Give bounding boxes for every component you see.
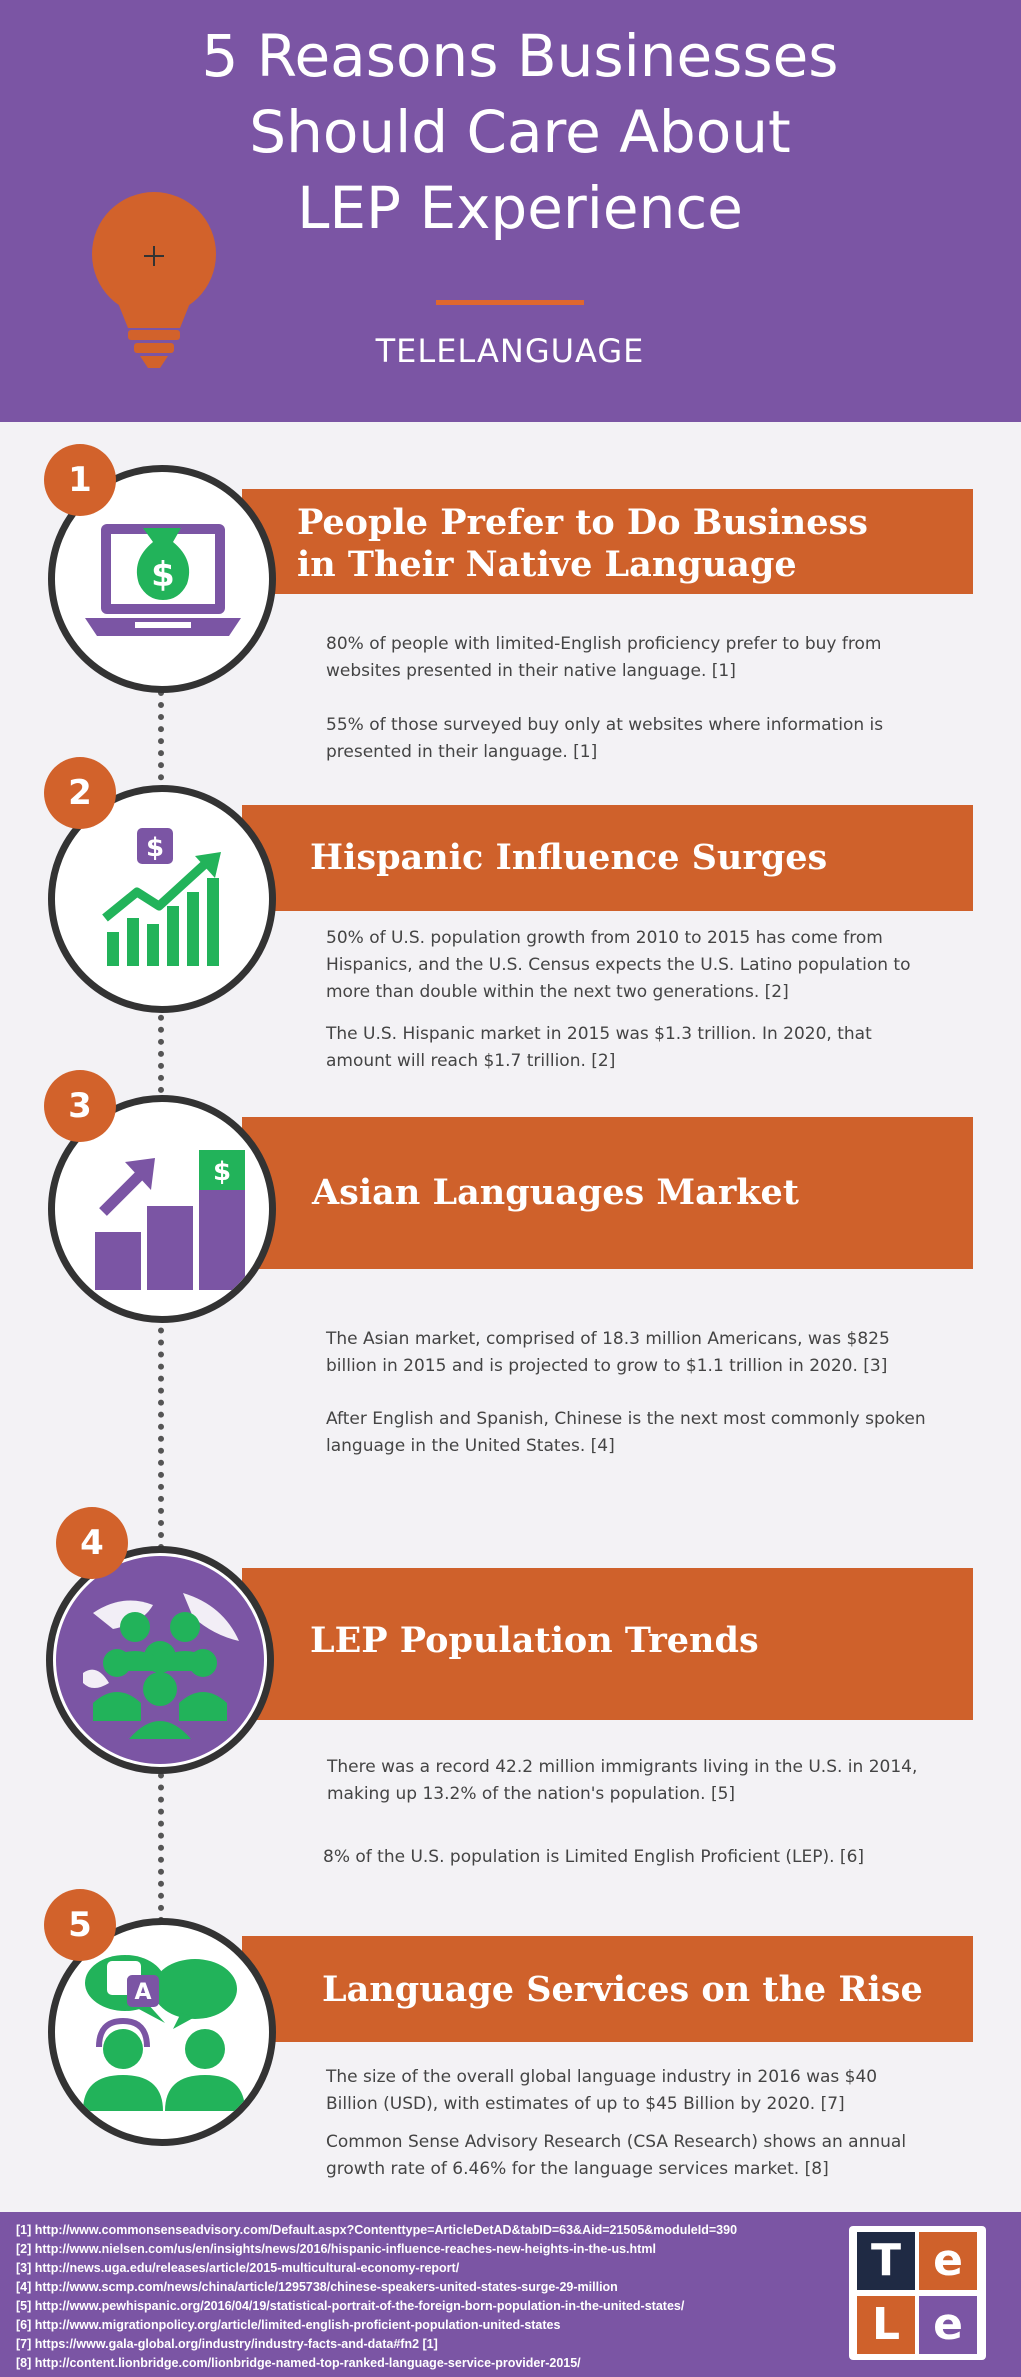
reference-link[interactable]: [1] http://www.commonsenseadvisory.com/D…: [16, 2223, 738, 2237]
section-number-5: 5: [44, 1889, 116, 1961]
section-3-paragraph: The Asian market, comprised of 18.3 mill…: [326, 1329, 890, 1376]
logo-letter: T: [857, 2232, 915, 2290]
logo-letter: L: [857, 2296, 915, 2354]
section-banner-5: [242, 1936, 973, 2042]
bar-growth-icon: $: [95, 1150, 245, 1290]
section-title-line: People Prefer to Do Business: [297, 502, 868, 543]
interpreter-icon: A: [83, 1955, 245, 2111]
laptop-money-icon: $: [85, 524, 241, 636]
reference-link[interactable]: [2] http://www.nielsen.com/us/en/insight…: [16, 2242, 656, 2256]
reference-link[interactable]: [3] http://news.uga.edu/releases/article…: [16, 2261, 460, 2275]
section-banner-2: [242, 805, 973, 911]
growth-chart-icon: $: [102, 828, 221, 966]
section-banner-4: [242, 1568, 973, 1720]
reference-link[interactable]: [7] https://www.gala-global.org/industry…: [16, 2337, 438, 2351]
section-title-line: Asian Languages Market: [312, 1172, 799, 1213]
section-title-5: Language Services on the Rise: [322, 1969, 923, 2011]
brand-name: TELELANGUAGE: [375, 332, 645, 370]
reference-link[interactable]: [8] http://content.lionbridge.com/lionbr…: [16, 2356, 581, 2370]
section-4-paragraph: There was a record 42.2 million immigran…: [327, 1757, 918, 1804]
section-title-line: Hispanic Influence Surges: [310, 837, 828, 878]
section-number-4: 4: [56, 1507, 128, 1579]
section-4-paragraph: 8% of the U.S. population is Limited Eng…: [323, 1847, 865, 1867]
reference-link[interactable]: [4] http://www.scmp.com/news/china/artic…: [16, 2280, 618, 2294]
section-title-1: People Prefer to Do Business in Their Na…: [297, 502, 868, 586]
svg-text:$: $: [213, 1157, 231, 1187]
section-title-4: LEP Population Trends: [310, 1620, 759, 1662]
tele-logo: T e L e: [849, 2226, 986, 2360]
globe-people-icon: [56, 1556, 264, 1764]
svg-text:$: $: [146, 833, 164, 863]
section-2-paragraph: 50% of U.S. population growth from 2010 …: [326, 928, 911, 1002]
title-divider: [436, 300, 584, 305]
title-line: LEP Experience: [297, 174, 743, 242]
header-banner: 5 Reasons Businesses Should Care About L…: [0, 0, 1021, 422]
timeline-dotted-line: [158, 690, 164, 1960]
section-1-paragraph: 80% of people with limited-English profi…: [326, 634, 882, 681]
section-3-paragraph: After English and Spanish, Chinese is th…: [326, 1409, 926, 1456]
section-number-1: 1: [44, 444, 116, 516]
title-line: 5 Reasons Businesses: [201, 22, 839, 90]
svg-text:$: $: [151, 555, 175, 595]
logo-letter: e: [919, 2232, 977, 2290]
section-title-line: in Their Native Language: [297, 544, 797, 585]
section-title-line: Language Services on the Rise: [322, 1969, 923, 2010]
svg-text:A: A: [134, 1980, 151, 2005]
section-icon-circle-5: A: [48, 1918, 276, 2146]
reference-link[interactable]: [5] http://www.pewhispanic.org/2016/04/1…: [16, 2299, 685, 2313]
section-5-paragraph: Common Sense Advisory Research (CSA Rese…: [326, 2132, 907, 2179]
reference-link[interactable]: [6] http://www.migrationpolicy.org/artic…: [16, 2318, 561, 2332]
section-2-paragraph: The U.S. Hispanic market in 2015 was $1.…: [326, 1024, 872, 1071]
title-line: Should Care About: [249, 98, 791, 166]
logo-letter: e: [919, 2296, 977, 2354]
section-banner-3: [242, 1117, 973, 1269]
section-icon-circle-4: [46, 1546, 274, 1774]
lightbulb-icon: [92, 192, 216, 368]
section-title-3: Asian Languages Market: [312, 1172, 799, 1214]
section-1-paragraph: 55% of those surveyed buy only at websit…: [326, 715, 884, 762]
section-number-2: 2: [44, 757, 116, 829]
section-title-2: Hispanic Influence Surges: [310, 837, 827, 879]
section-title-line: LEP Population Trends: [310, 1620, 759, 1661]
section-number-3: 3: [44, 1070, 116, 1142]
section-5-paragraph: The size of the overall global language …: [326, 2067, 878, 2114]
section-banner-1: [242, 489, 973, 594]
page-title: 5 Reasons Businesses Should Care About L…: [160, 18, 880, 246]
